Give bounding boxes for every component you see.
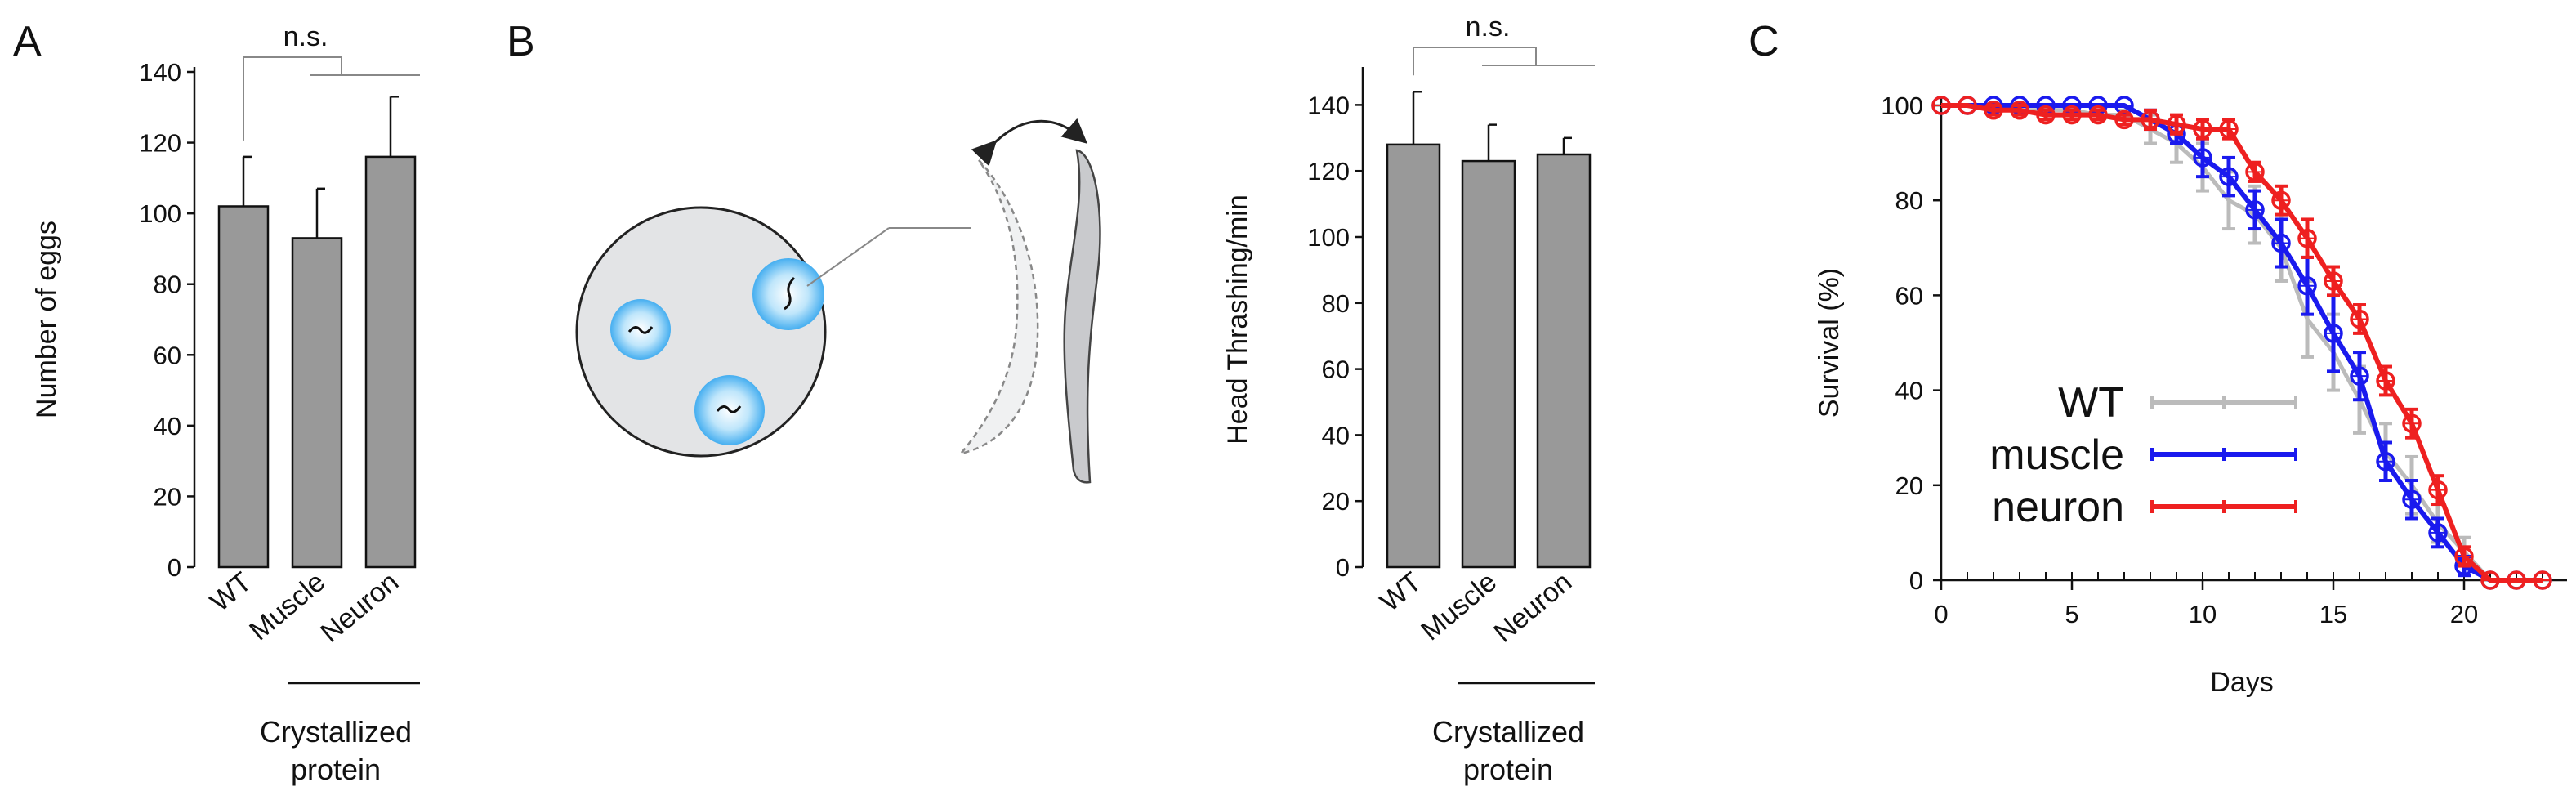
x-tick-label: 5 — [2065, 600, 2078, 628]
x-tick-label: 20 — [2450, 600, 2478, 628]
y-tick-label: 40 — [154, 412, 181, 440]
legend-label-muscle: muscle — [1989, 431, 2124, 479]
y-tick-label: 80 — [1895, 186, 1923, 215]
y-tick-label: 0 — [167, 553, 181, 582]
x-tick-label: 15 — [2319, 600, 2347, 628]
legend-label-wt: WT — [2058, 379, 2124, 427]
category-label: Muscle — [1415, 566, 1502, 646]
thrashing-schematic — [575, 118, 1101, 484]
y-axis-title: Survival (%) — [1814, 268, 1845, 418]
panel-letter-a: A — [13, 18, 42, 65]
x-tick-label: 10 — [2189, 600, 2217, 628]
zoom-leader-line — [806, 227, 890, 287]
group-label-line-1: Crystallized — [1432, 715, 1584, 749]
y-tick-label: 40 — [1895, 377, 1923, 405]
significance-label: n.s. — [283, 21, 328, 52]
y-tick-label: 80 — [1322, 289, 1350, 318]
y-tick-label: 20 — [1322, 487, 1350, 516]
category-label: WT — [204, 566, 257, 618]
significance-bracket — [243, 56, 342, 141]
bar-muscle — [1461, 159, 1516, 569]
y-axis-title: Head Thrashing/min — [1222, 194, 1253, 445]
y-tick-label: 0 — [1909, 566, 1923, 595]
y-tick-label: 60 — [1895, 281, 1923, 310]
y-tick-label: 40 — [1322, 421, 1350, 449]
category-label: WT — [1374, 566, 1427, 618]
category-label: Neuron — [1488, 566, 1578, 649]
group-label-line-2: protein — [1463, 753, 1553, 786]
y-tick-label: 140 — [139, 58, 181, 87]
chart-b: 0 20 40 60 80 100 120 140 Head Thrashing/min WTMu… — [1222, 11, 1595, 786]
y-tick-label: 20 — [154, 482, 181, 511]
y-tick-label: 20 — [1895, 472, 1923, 500]
y-tick-label: 100 — [1881, 92, 1923, 120]
bar-wt — [1386, 143, 1441, 569]
x-tick-label: 0 — [1934, 600, 1948, 628]
y-tick-label: 100 — [1307, 223, 1350, 252]
group-label-line-2: protein — [291, 753, 381, 786]
chart-c: 0 20 40 60 80 100 0 5 10 15 20 Days Survival (%) WTmu… — [1814, 92, 2567, 698]
series-neuron — [1931, 96, 2552, 590]
significance-label: n.s. — [1466, 11, 1511, 42]
y-tick-label: 60 — [1322, 355, 1350, 384]
group-label-line-1: Crystallized — [260, 715, 412, 749]
worm-2 — [784, 276, 796, 311]
y-tick-label: 60 — [154, 341, 181, 369]
bar-neuron — [1536, 153, 1592, 569]
bar-muscle — [291, 237, 343, 569]
panel-letter-b: B — [507, 18, 535, 65]
y-tick-label: 140 — [1307, 91, 1350, 119]
y-tick-label: 120 — [1307, 157, 1350, 185]
legend-label-neuron: neuron — [1992, 484, 2124, 531]
worm-3 — [716, 405, 742, 413]
significance-bracket — [1413, 47, 1537, 76]
y-tick-label: 120 — [139, 129, 181, 158]
category-label: Muscle — [243, 566, 331, 646]
y-tick-label: 100 — [139, 199, 181, 228]
y-tick-label: 80 — [154, 270, 181, 299]
chart-a: 0 20 40 60 80 100 120 140 Number of eggs WTMuscle… — [31, 21, 420, 786]
bar-wt — [217, 205, 270, 569]
y-tick-label: 0 — [1336, 553, 1350, 582]
worm-previous-position — [958, 159, 1039, 456]
y-axis-title: Number of eggs — [31, 221, 62, 418]
worm-current-position — [1063, 149, 1101, 484]
panel-letter-c: C — [1748, 18, 1779, 65]
bar-neuron — [364, 155, 417, 569]
x-axis-title: Days — [2210, 667, 2273, 698]
thrashing-arrow — [971, 118, 1088, 167]
worm-1 — [627, 326, 654, 334]
category-label: Neuron — [315, 566, 404, 649]
